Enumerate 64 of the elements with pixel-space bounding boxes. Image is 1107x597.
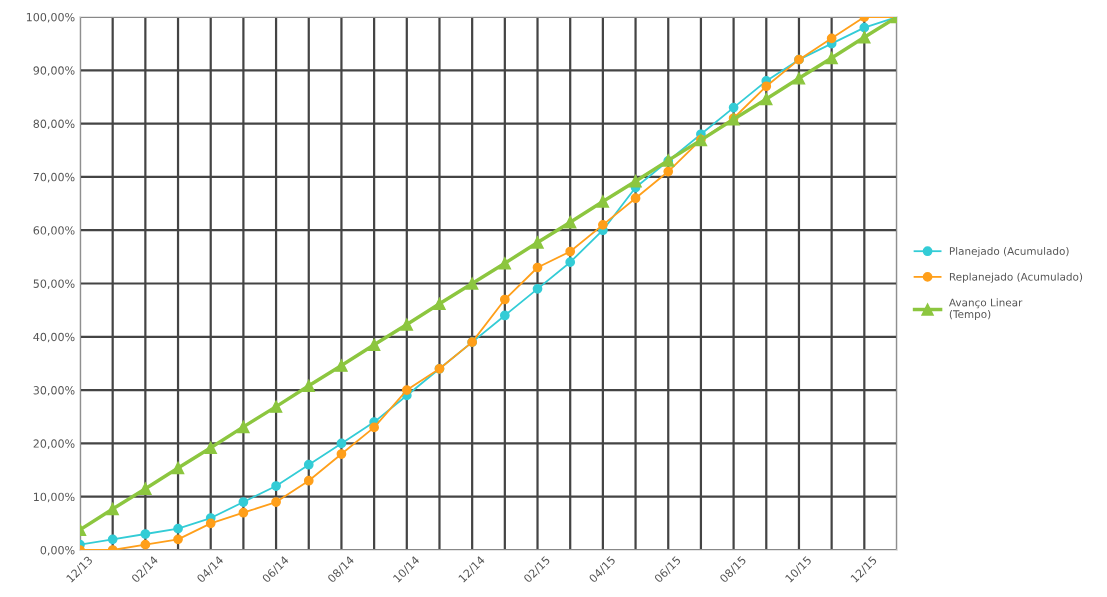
point bbox=[630, 193, 641, 204]
point bbox=[760, 92, 773, 106]
point bbox=[859, 22, 870, 33]
point bbox=[531, 236, 544, 249]
legend-label: Replanejado (Acumulado) bbox=[949, 272, 1083, 283]
point bbox=[205, 518, 216, 529]
point bbox=[303, 459, 314, 470]
point bbox=[826, 33, 837, 44]
point bbox=[565, 246, 576, 257]
point bbox=[499, 294, 510, 305]
y-tick-label: 80,00% bbox=[33, 119, 75, 130]
point bbox=[465, 277, 479, 290]
point bbox=[761, 81, 772, 92]
point bbox=[238, 497, 249, 507]
point bbox=[532, 262, 543, 273]
point bbox=[400, 318, 414, 331]
point bbox=[825, 51, 838, 65]
legend-label: Avanço Linear (Tempo) bbox=[949, 298, 1023, 321]
point bbox=[173, 534, 183, 545]
point bbox=[401, 385, 412, 395]
point bbox=[336, 449, 347, 459]
y-tick-label: 30,00% bbox=[33, 386, 75, 396]
point bbox=[598, 220, 608, 230]
point bbox=[269, 400, 283, 413]
point bbox=[532, 283, 543, 294]
y-tick-label: 10,00% bbox=[33, 492, 75, 503]
point bbox=[271, 497, 281, 507]
point bbox=[629, 174, 642, 188]
point bbox=[139, 482, 152, 495]
point bbox=[107, 534, 118, 545]
point bbox=[369, 422, 379, 433]
point bbox=[499, 310, 510, 321]
point bbox=[303, 475, 314, 486]
point bbox=[238, 507, 249, 518]
point bbox=[140, 529, 151, 539]
y-tick-label: 20,00% bbox=[33, 439, 75, 449]
legend-label: Planejado (Acumulado) bbox=[949, 246, 1069, 257]
point bbox=[271, 481, 281, 491]
point bbox=[728, 102, 739, 113]
point bbox=[237, 420, 250, 434]
point bbox=[302, 379, 316, 393]
point bbox=[433, 297, 446, 311]
point bbox=[106, 502, 119, 516]
point bbox=[173, 523, 183, 534]
y-tick-label: 0,00% bbox=[40, 545, 75, 556]
point bbox=[565, 257, 576, 268]
point bbox=[498, 256, 512, 270]
y-tick-label: 100,00% bbox=[26, 12, 75, 23]
point bbox=[596, 195, 610, 208]
point bbox=[140, 539, 151, 550]
y-tick-label: 50,00% bbox=[33, 279, 75, 290]
y-tick-label: 40,00% bbox=[33, 332, 75, 343]
y-tick-label: 60,00% bbox=[33, 226, 75, 236]
point bbox=[204, 441, 217, 454]
point bbox=[367, 338, 381, 352]
point bbox=[563, 215, 577, 229]
point bbox=[663, 166, 674, 177]
point bbox=[858, 31, 871, 44]
y-tick-label: 90,00% bbox=[33, 66, 75, 76]
point bbox=[336, 438, 347, 449]
y-tick-label: 70,00% bbox=[33, 172, 75, 183]
point bbox=[335, 359, 348, 372]
point bbox=[171, 461, 185, 475]
point bbox=[792, 72, 806, 85]
